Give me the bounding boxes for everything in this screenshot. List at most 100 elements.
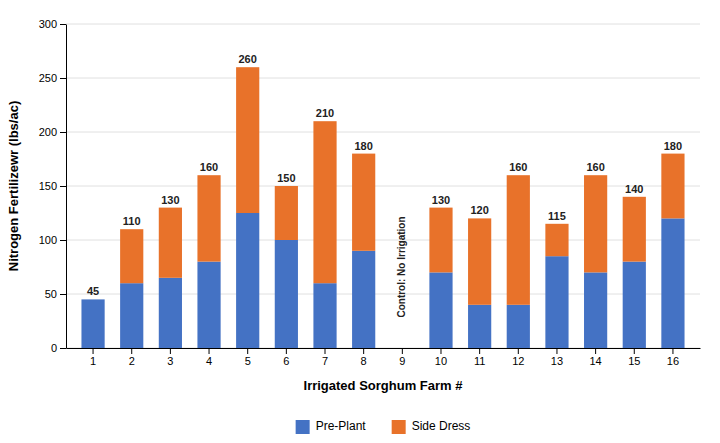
axis-line xyxy=(67,348,701,349)
tick-label: 100 xyxy=(39,234,57,246)
tick: 15 xyxy=(628,348,640,367)
bar xyxy=(661,154,684,219)
tick-label: 10 xyxy=(435,355,447,367)
tick-mark xyxy=(440,348,441,354)
tick-label: 11 xyxy=(474,355,485,367)
tick-label: 250 xyxy=(39,72,57,84)
tick-label: 13 xyxy=(551,355,563,367)
tick: 3 xyxy=(167,348,173,367)
bar xyxy=(352,154,375,251)
bar xyxy=(236,213,259,348)
tick-label: 150 xyxy=(39,180,57,192)
total-label: 115 xyxy=(548,210,566,222)
tick-mark xyxy=(363,348,364,354)
bar xyxy=(507,175,530,305)
total-label: 120 xyxy=(470,204,488,216)
total-label: 140 xyxy=(625,183,643,195)
tick: 0 xyxy=(51,342,66,354)
tick-label: 8 xyxy=(361,355,367,367)
tick-mark xyxy=(131,348,132,354)
tick-mark xyxy=(325,348,326,354)
tick-mark xyxy=(518,348,519,354)
tick: 13 xyxy=(551,348,563,367)
bar xyxy=(545,256,568,348)
bar xyxy=(159,208,182,278)
bar xyxy=(313,121,336,283)
bar xyxy=(391,348,414,349)
tick: 6 xyxy=(283,348,289,367)
tick-mark xyxy=(60,186,66,187)
tick-mark xyxy=(556,348,557,354)
bar xyxy=(429,208,452,273)
tick: 2 xyxy=(129,348,135,367)
bar xyxy=(623,197,646,262)
legend-swatch xyxy=(296,420,310,434)
tick-label: 7 xyxy=(322,355,328,367)
bar xyxy=(507,305,530,348)
tick-label: 6 xyxy=(283,355,289,367)
legend-swatch xyxy=(392,420,406,434)
tick: 250 xyxy=(39,72,66,84)
bar xyxy=(81,299,104,348)
bar xyxy=(545,224,568,256)
total-label: 130 xyxy=(432,194,450,206)
bar xyxy=(313,283,336,348)
grid xyxy=(66,24,700,348)
bar xyxy=(468,218,491,304)
tick-label: 50 xyxy=(45,288,57,300)
tick: 8 xyxy=(361,348,367,367)
bars xyxy=(81,67,684,348)
bar xyxy=(623,262,646,348)
total-label: 130 xyxy=(161,194,179,206)
tick-label: 3 xyxy=(167,355,173,367)
tick: 10 xyxy=(435,348,447,367)
tick: 150 xyxy=(39,180,66,192)
bar xyxy=(352,251,375,348)
grid-line xyxy=(66,78,700,79)
tick: 1 xyxy=(90,348,96,367)
tick-label: 5 xyxy=(245,355,251,367)
legend-item: Side Dress xyxy=(392,419,471,434)
tick: 7 xyxy=(322,348,328,367)
y-axis: 0 50 100 150 200 250 300 xyxy=(39,18,67,354)
legend-label: Side Dress xyxy=(412,419,471,433)
chart: 1234567891011121314151605010015020025030… xyxy=(0,0,720,443)
bar xyxy=(661,218,684,348)
legend: Pre-Plant Side Dress xyxy=(296,419,471,434)
total-label: 45 xyxy=(87,285,99,297)
tick-mark xyxy=(60,24,66,25)
tick: 11 xyxy=(474,348,485,367)
tick-mark xyxy=(402,348,403,354)
tick: 4 xyxy=(206,348,212,367)
tick-mark xyxy=(247,348,248,354)
bar xyxy=(120,283,143,348)
tick-label: 300 xyxy=(39,18,57,30)
tick-mark xyxy=(60,78,66,79)
tick-mark xyxy=(634,348,635,354)
tick-mark xyxy=(209,348,210,354)
tick: 200 xyxy=(39,126,66,138)
tick-label: 0 xyxy=(51,342,57,354)
tick-mark xyxy=(93,348,94,354)
tick-label: 2 xyxy=(129,355,135,367)
tick: 100 xyxy=(39,234,66,246)
total-label: 110 xyxy=(123,215,141,227)
tick-label: 4 xyxy=(206,355,212,367)
bar xyxy=(236,67,259,213)
bar xyxy=(584,175,607,272)
tick-label: 12 xyxy=(512,355,524,367)
tick: 50 xyxy=(45,288,66,300)
legend-item: Pre-Plant xyxy=(296,419,367,434)
tick-mark xyxy=(60,132,66,133)
chart-container: 1234567891011121314151605010015020025030… xyxy=(0,0,720,443)
total-label: 150 xyxy=(277,172,295,184)
bar xyxy=(584,272,607,348)
bar xyxy=(275,240,298,348)
annotation: Control: No Irrigation xyxy=(396,216,407,317)
total-labels: 4511013016026015021018013012016011516014… xyxy=(87,53,682,297)
tick: 300 xyxy=(39,18,66,30)
tick-label: 14 xyxy=(589,355,601,367)
bar xyxy=(197,175,220,261)
tick-label: 16 xyxy=(667,355,679,367)
bar xyxy=(275,186,298,240)
